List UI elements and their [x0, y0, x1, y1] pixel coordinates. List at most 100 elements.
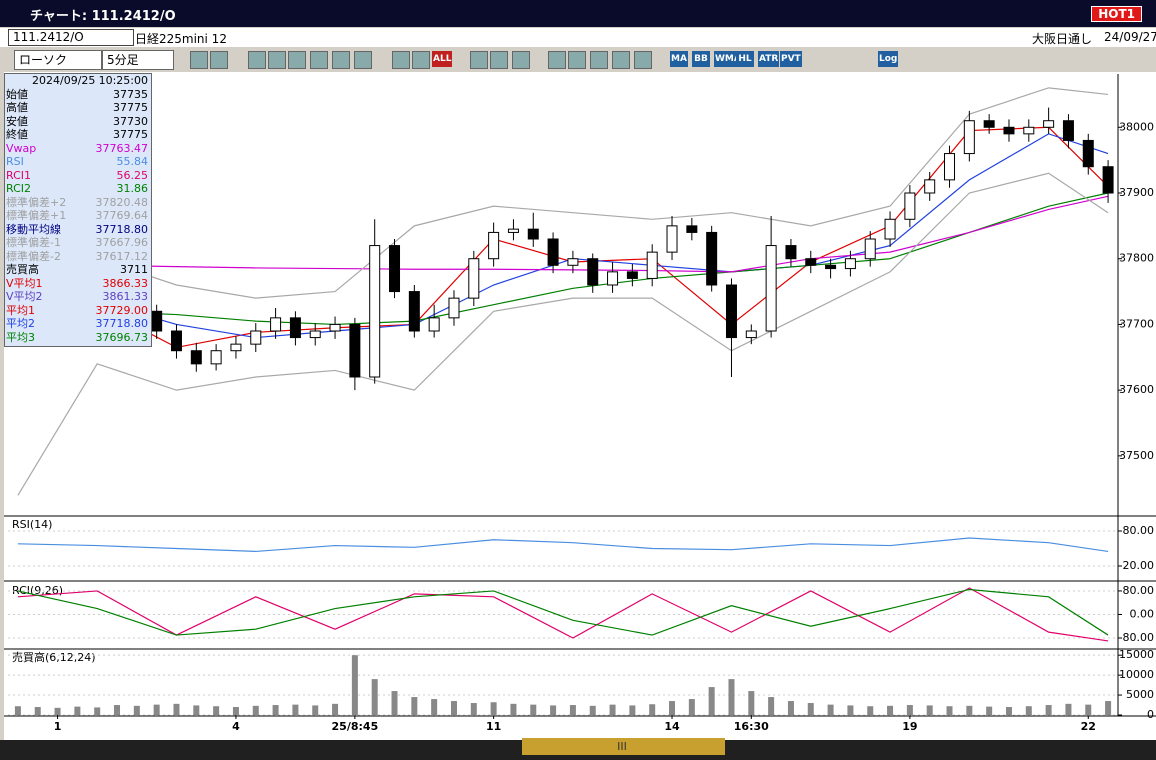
info-row: 標準偏差-1 37667.96	[6, 236, 150, 250]
candle-body	[587, 258, 599, 286]
tool-button[interactable]: PVT	[780, 51, 802, 67]
tool-icon[interactable]	[548, 51, 566, 69]
y-tick-label: 80.00	[1123, 524, 1155, 537]
info-label: 標準偏差+2	[6, 195, 67, 209]
tool-icon[interactable]	[268, 51, 286, 69]
indicator-line	[17, 588, 1109, 636]
volume-bar	[906, 705, 913, 715]
info-label: 標準偏差-1	[6, 236, 61, 249]
candle-body	[448, 297, 460, 319]
symbol-input[interactable]: 111.2412/O	[8, 29, 134, 46]
volume-bar	[748, 691, 755, 715]
tool-button[interactable]: ALL	[432, 51, 453, 67]
volume-bar	[550, 705, 557, 715]
indicator-line	[17, 587, 1109, 642]
hot-badge[interactable]: HOT1	[1091, 6, 1142, 22]
volume-bar	[629, 705, 636, 715]
symbol-row: 111.2412/O 日経225mini 12 大阪日通し 24/09/27	[0, 28, 1156, 47]
tool-icon[interactable]	[288, 51, 306, 69]
info-label: 高値	[6, 101, 28, 114]
info-row: 平均2 37718.80	[6, 317, 150, 331]
indicator-line	[17, 172, 1109, 496]
y-tick-label: 5000	[1126, 688, 1154, 701]
info-value: 3866.33	[102, 276, 149, 290]
interval-select[interactable]: 5分足	[102, 50, 174, 70]
volume-bar	[768, 697, 775, 715]
info-value: 55.84	[116, 155, 149, 168]
info-row: 売買高 3711	[6, 263, 150, 277]
info-value: 37769.64	[95, 209, 149, 222]
tool-button[interactable]: HL	[736, 51, 754, 67]
tool-icon[interactable]	[310, 51, 328, 69]
candle-body	[745, 330, 757, 339]
info-label: Vwap	[6, 141, 37, 155]
candle-body	[864, 238, 876, 260]
y-tick-label: 37800	[1119, 252, 1154, 265]
tool-icon[interactable]	[248, 51, 266, 69]
info-label: 安値	[6, 114, 28, 128]
info-value: 37775	[113, 101, 148, 114]
tool-icon[interactable]	[190, 51, 208, 69]
info-label: 売買高	[6, 263, 39, 276]
volume-bar	[1065, 703, 1072, 715]
volume-bar	[292, 704, 299, 715]
info-label: V平均1	[6, 276, 43, 290]
tool-button[interactable]: MA	[670, 51, 688, 67]
volume-bar	[133, 705, 140, 715]
tool-button[interactable]: ATR	[758, 51, 780, 67]
info-row: 平均1 37729.00	[6, 304, 150, 318]
info-row: V平均1 3866.33	[6, 277, 150, 291]
panel-title: 売買高(6,12,24)	[12, 650, 96, 664]
volume-bar	[411, 697, 418, 715]
volume-bar	[54, 707, 61, 715]
tool-icon[interactable]	[210, 51, 228, 69]
candle-body	[805, 258, 817, 266]
info-label: 標準偏差-2	[6, 249, 61, 263]
candle-body	[547, 238, 559, 266]
y-tick-label: 20.00	[1123, 559, 1155, 572]
volume-bar	[966, 705, 973, 715]
info-label: 平均1	[6, 303, 35, 317]
candle-body	[250, 330, 262, 345]
candle-body	[607, 271, 619, 286]
x-tick-label: 22	[1081, 720, 1096, 733]
info-label: 平均2	[6, 317, 35, 330]
info-value: 37667.96	[95, 236, 149, 249]
volume-bar	[332, 703, 339, 715]
volume-bar	[1025, 706, 1032, 715]
candle-body	[904, 192, 916, 220]
info-row: 移動平均線 37718.80	[6, 223, 150, 237]
volume-bar	[649, 704, 656, 715]
info-panel: 2024/09/25 10:25:00 始値 37735 高値 37775 安値 37730…	[4, 73, 152, 347]
tool-icon[interactable]	[612, 51, 630, 69]
toolbar: ローソク 5分足 ALL MA BB WMA HL ATR PVT Log	[0, 48, 1156, 72]
volume-bar	[232, 707, 239, 715]
y-tick-label: 0	[1147, 708, 1154, 721]
info-value: 37729.00	[95, 303, 149, 317]
tool-icon[interactable]	[332, 51, 350, 69]
tool-button[interactable]: WMA	[714, 51, 742, 67]
tool-icon[interactable]	[354, 51, 372, 69]
info-value: 56.25	[116, 168, 149, 182]
tool-icon[interactable]	[490, 51, 508, 69]
candle-body	[646, 251, 658, 279]
tool-button[interactable]: BB	[692, 51, 710, 67]
candle-body	[706, 231, 718, 286]
tool-icon[interactable]	[634, 51, 652, 69]
candle-body	[825, 264, 837, 270]
tool-icon[interactable]	[470, 51, 488, 69]
volume-bar	[14, 706, 21, 715]
tool-icon[interactable]	[590, 51, 608, 69]
info-row: 高値 37775	[6, 101, 150, 115]
x-tick-label: 19	[902, 720, 917, 733]
tool-icon[interactable]	[412, 51, 430, 69]
y-tick-label: 0.00	[1130, 607, 1155, 620]
tool-icon[interactable]	[568, 51, 586, 69]
window-title: チャート: 111.2412/O	[30, 9, 176, 24]
tool-icon[interactable]	[512, 51, 530, 69]
tool-icon[interactable]	[392, 51, 410, 69]
info-date: 2024/09/25	[32, 74, 96, 87]
chart-type-select[interactable]: ローソク	[14, 50, 102, 70]
tool-button[interactable]: Log	[878, 51, 899, 67]
scroll-thumb[interactable]	[522, 738, 725, 755]
